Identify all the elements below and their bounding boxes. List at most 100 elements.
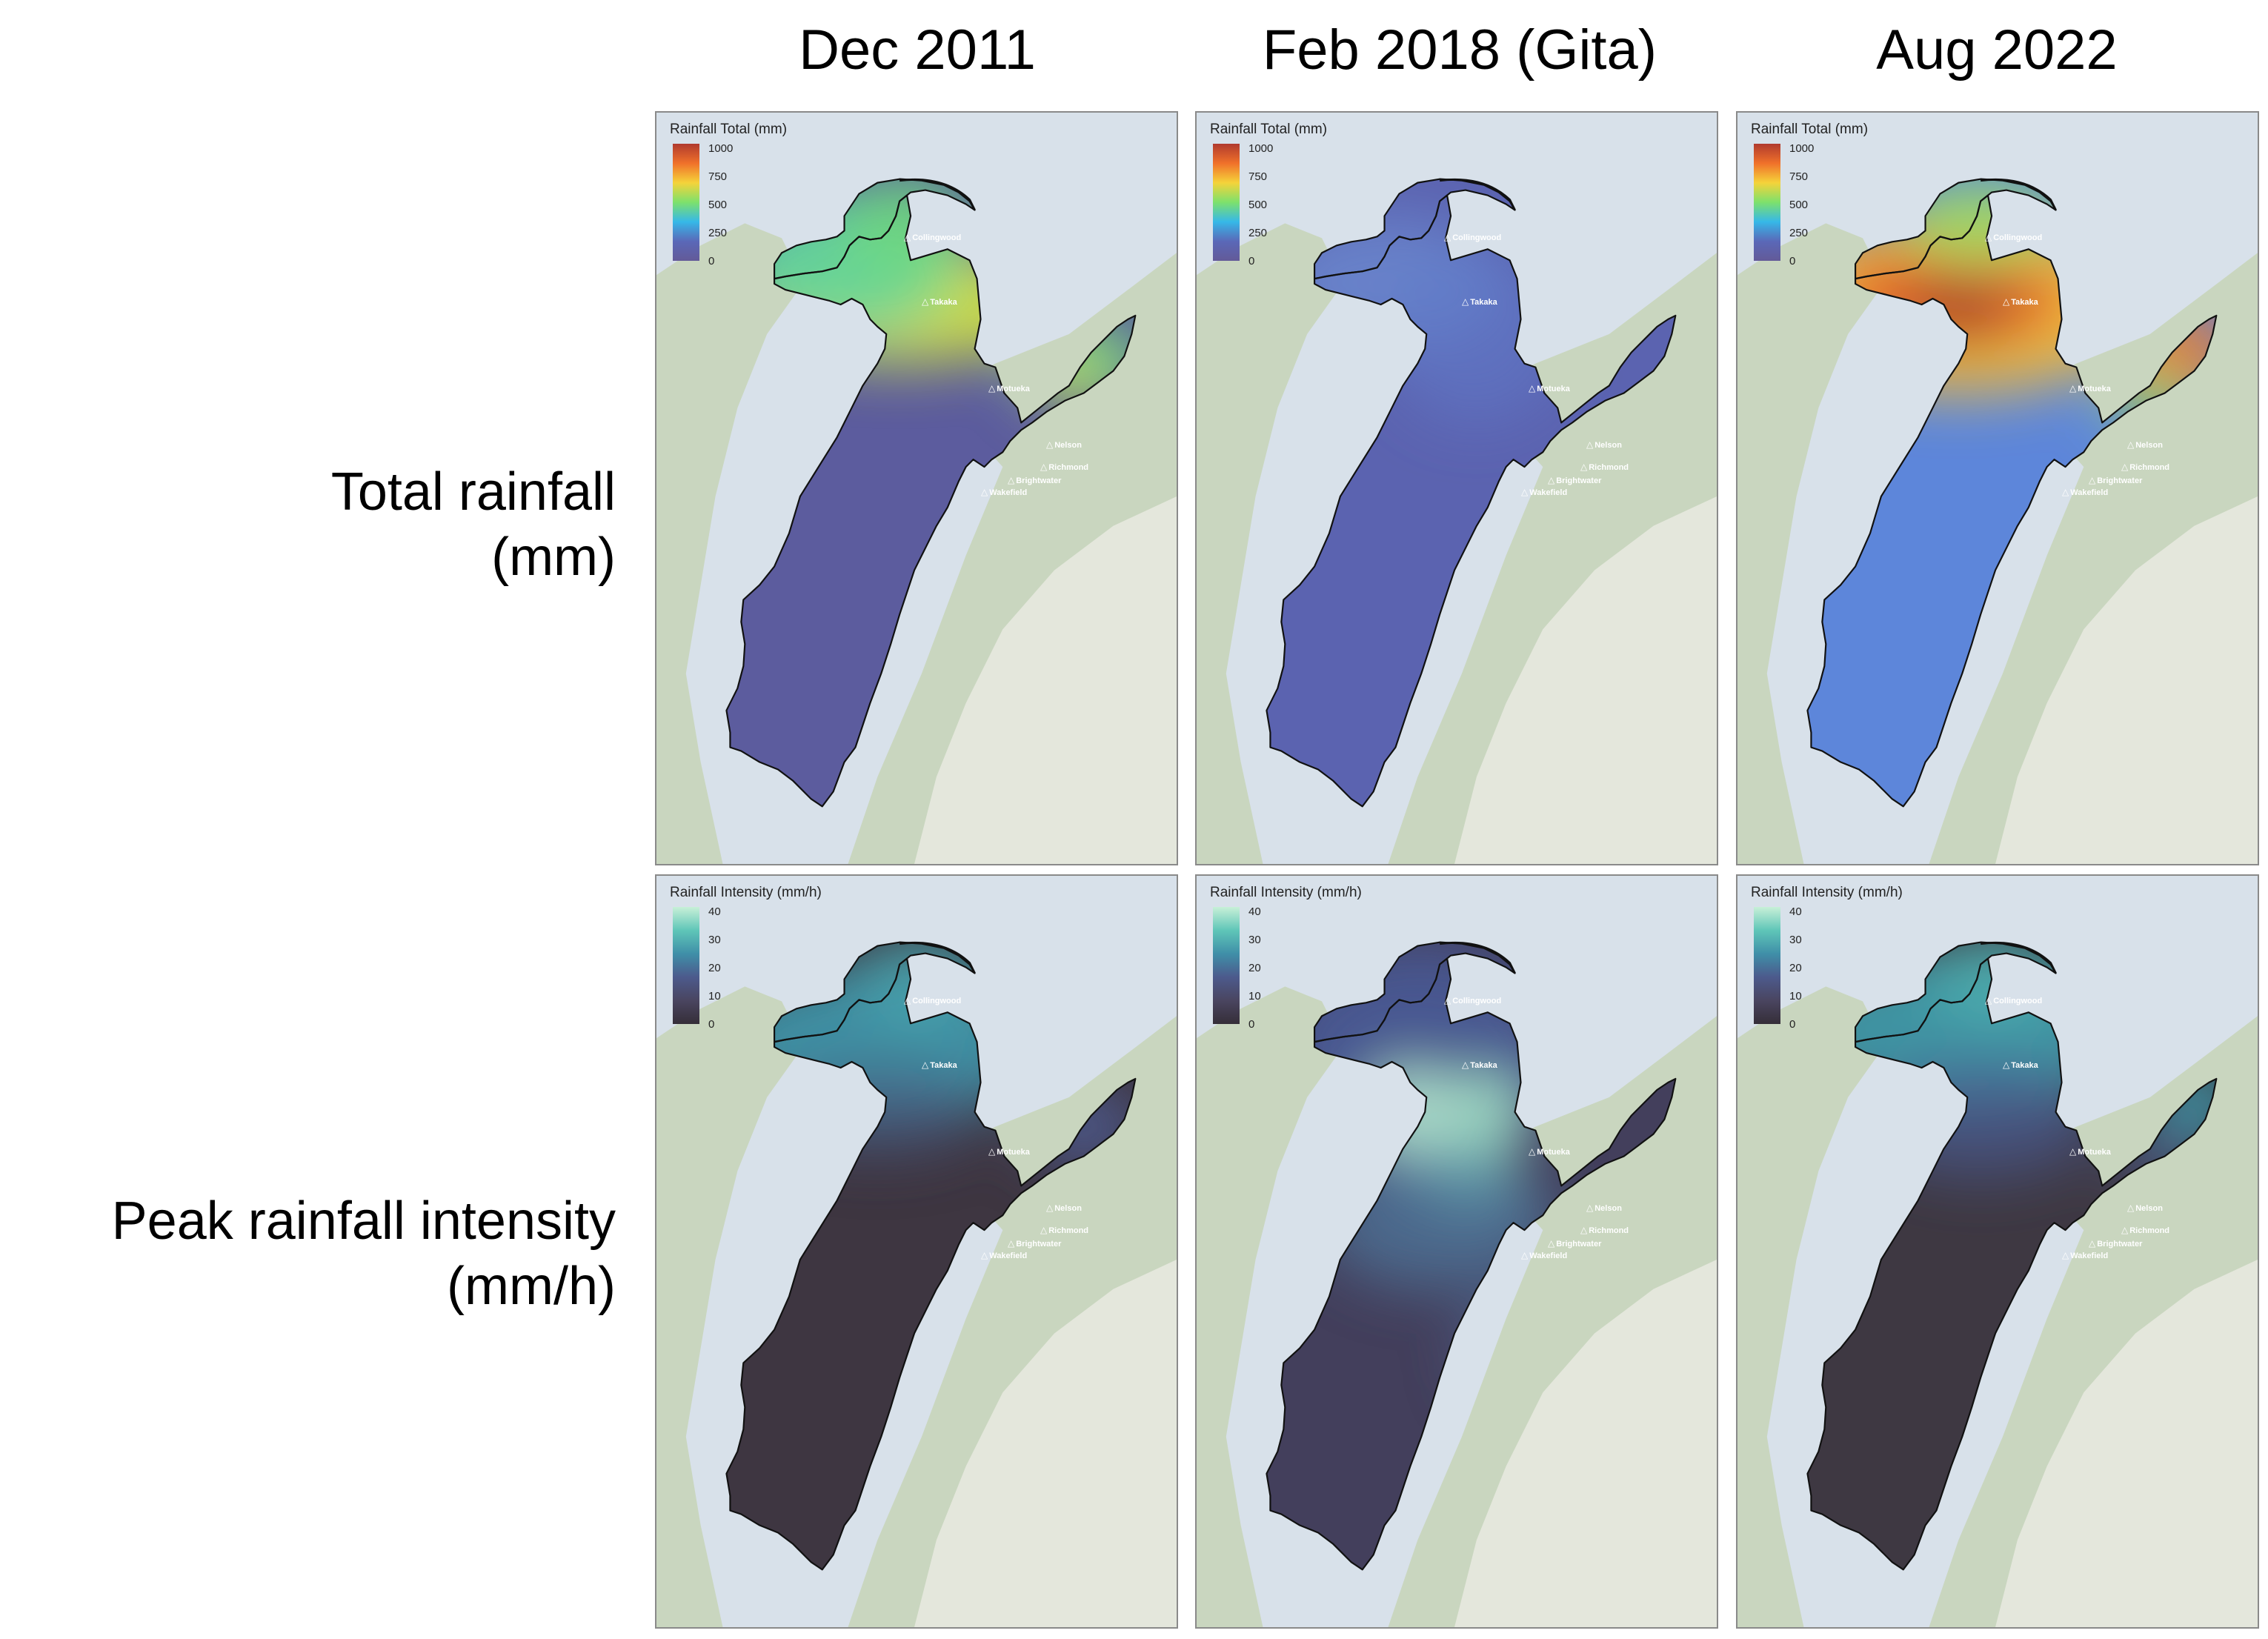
town-name: Collingwood [912, 997, 962, 1005]
town-marker-icon: △ [1521, 1250, 1529, 1260]
town-marker-icon: △ [2062, 487, 2069, 497]
town-name: Motueka [2078, 1148, 2111, 1157]
terrain-highland [1995, 496, 2258, 864]
town-label-motueka: △ Motueka [988, 383, 1030, 393]
legend-tick-label: 10 [1248, 990, 1261, 1003]
region-boundary [725, 194, 1137, 808]
town-marker-icon: △ [1008, 475, 1015, 485]
town-label-collingwood: △ Collingwood [904, 995, 961, 1005]
town-marker-icon: △ [2121, 462, 2129, 472]
town-label-richmond: △ Richmond [1040, 1225, 1088, 1235]
town-label-takaka: △ Takaka [922, 296, 957, 307]
legend-tick-label: 40 [1248, 905, 1261, 918]
town-label-nelson: △ Nelson [2127, 1203, 2163, 1213]
town-name: Motueka [2078, 385, 2111, 393]
legend-tick-label: 750 [708, 170, 728, 183]
town-name: Takaka [2011, 1061, 2038, 1070]
town-marker-icon: △ [904, 995, 911, 1005]
legend-tick-label: 500 [1789, 199, 1809, 211]
row-label-line: Peak rainfall intensity [111, 1191, 616, 1251]
town-name: Collingwood [912, 233, 962, 242]
town-label-collingwood: △ Collingwood [1985, 232, 2042, 242]
legend-tick-label: 500 [1248, 199, 1268, 211]
legend-tick-label: 10 [1789, 990, 1802, 1003]
town-name: Motueka [997, 385, 1030, 393]
legend-tick-label: 750 [1789, 170, 1809, 183]
colour-legend: Rainfall Total (mm) 1000 750 500 250 0 [670, 122, 787, 267]
town-marker-icon: △ [2069, 1146, 2077, 1157]
town-marker-icon: △ [1521, 487, 1529, 497]
town-label-richmond: △ Richmond [2121, 1225, 2169, 1235]
farewell-spit [899, 178, 976, 211]
town-name: Wakefield [989, 1251, 1028, 1260]
column-header-aug-2022: Aug 2022 [1876, 19, 2118, 82]
town-marker-icon: △ [2121, 1225, 2129, 1235]
town-marker-icon: △ [2127, 439, 2135, 450]
town-marker-icon: △ [2003, 296, 2010, 307]
column-header-dec-2011: Dec 2011 [799, 19, 1036, 82]
legend-tick-label: 0 [1789, 255, 1796, 267]
terrain-highland [914, 1259, 1177, 1627]
town-label-brightwater: △ Brightwater [2089, 1238, 2142, 1249]
legend-colour-bar [1213, 907, 1240, 1024]
town-label-brightwater: △ Brightwater [1548, 1238, 1601, 1249]
legend-tick-label: 30 [708, 934, 721, 946]
town-label-collingwood: △ Collingwood [1985, 995, 2042, 1005]
town-name: Richmond [1048, 463, 1089, 472]
town-label-wakefield: △ Wakefield [981, 487, 1027, 497]
town-marker-icon: △ [988, 383, 996, 393]
town-marker-icon: △ [1580, 1225, 1588, 1235]
town-label-nelson: △ Nelson [1046, 439, 1082, 450]
town-label-brightwater: △ Brightwater [2089, 475, 2142, 485]
row-label-peak-intensity: Peak rainfall intensity (mm/h) [112, 1188, 616, 1319]
legend-colour-bar [1754, 144, 1780, 261]
legend-title: Rainfall Intensity (mm/h) [670, 885, 822, 900]
rainfall-map [656, 113, 1177, 864]
town-name: Wakefield [2070, 488, 2109, 497]
terrain-highland [1454, 1259, 1717, 1627]
map-panel-dec2011-intensity: Rainfall Intensity (mm/h) 40 30 20 10 0 △ Colli… [655, 874, 1178, 1629]
town-name: Takaka [930, 298, 957, 307]
town-marker-icon: △ [2089, 475, 2096, 485]
town-name: Brightwater [1016, 476, 1062, 485]
town-marker-icon: △ [1046, 439, 1054, 450]
town-name: Nelson [1054, 441, 1082, 450]
legend-tick-label: 250 [708, 227, 728, 239]
town-marker-icon: △ [2003, 1060, 2010, 1070]
town-label-wakefield: △ Wakefield [2062, 1250, 2108, 1260]
row-label-line: (mm/h) [447, 1257, 616, 1316]
map-panel-aug2022-total: Rainfall Total (mm) 1000 750 500 250 0 △ Collin… [1736, 111, 2259, 865]
town-marker-icon: △ [2062, 1250, 2069, 1260]
town-label-motueka: △ Motueka [1529, 383, 1570, 393]
legend-tick-label: 0 [708, 1018, 715, 1031]
town-marker-icon: △ [1985, 995, 1992, 1005]
legend-title: Rainfall Intensity (mm/h) [1751, 885, 1903, 900]
legend-tick-label: 250 [1789, 227, 1809, 239]
town-marker-icon: △ [1529, 383, 1536, 393]
row-label-line: Total rainfall [330, 462, 616, 522]
town-label-motueka: △ Motueka [2069, 383, 2111, 393]
town-marker-icon: △ [2089, 1238, 2096, 1249]
map-panel-dec2011-total: Rainfall Total (mm) 1000 750 500 250 0 △ Collin… [655, 111, 1178, 865]
town-marker-icon: △ [1548, 475, 1555, 485]
town-marker-icon: △ [1008, 1238, 1015, 1249]
rainfall-map [1197, 876, 1717, 1627]
colour-legend: Rainfall Total (mm) 1000 750 500 250 0 [1751, 122, 1868, 267]
rainfall-map [1737, 876, 2258, 1627]
town-label-brightwater: △ Brightwater [1008, 475, 1061, 485]
town-marker-icon: △ [1444, 995, 1451, 1005]
region-boundary [1806, 194, 2218, 808]
rainfall-map [1737, 113, 2258, 864]
town-name: Motueka [997, 1148, 1030, 1157]
legend-tick-label: 0 [1248, 255, 1255, 267]
town-label-richmond: △ Richmond [1580, 1225, 1629, 1235]
town-name: Brightwater [2097, 476, 2143, 485]
farewell-spit [899, 941, 976, 974]
town-marker-icon: △ [981, 1250, 988, 1260]
town-label-takaka: △ Takaka [1462, 296, 1497, 307]
town-label-takaka: △ Takaka [2003, 1060, 2038, 1070]
town-name: Collingwood [1993, 997, 2043, 1005]
town-name: Motueka [1537, 1148, 1570, 1157]
town-name: Richmond [1589, 1226, 1629, 1235]
legend-tick-label: 0 [1248, 1018, 1255, 1031]
